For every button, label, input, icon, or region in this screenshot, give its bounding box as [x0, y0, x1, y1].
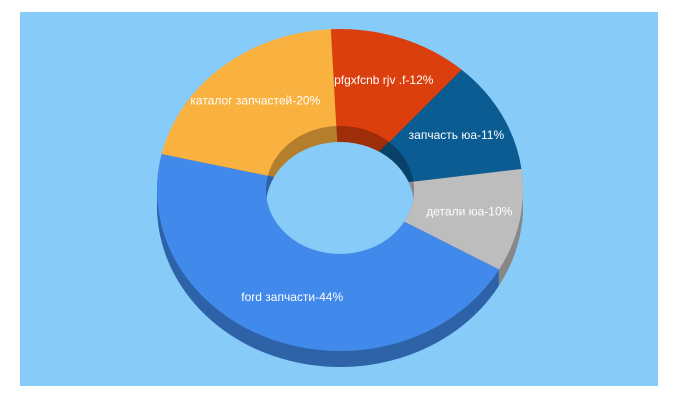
slice-label: запчасть юа-11%	[409, 128, 505, 142]
labels: pfgxfcnb rjv .f-12% запчасть юа-11% детали…	[190, 73, 512, 304]
slice	[330, 29, 462, 143]
donut-hole	[266, 126, 414, 254]
hole-floor	[266, 142, 414, 254]
slice-label: каталог запчастей-20%	[190, 93, 320, 107]
slice-inner-wall	[266, 126, 340, 190]
slice-label: ford запчасти-44%	[241, 290, 343, 304]
slice-label: pfgxfcnb rjv .f-12%	[334, 73, 434, 87]
slice	[157, 154, 500, 352]
slice-label: детали юа-10%	[426, 204, 512, 218]
donut-top	[157, 29, 523, 352]
slice	[389, 69, 522, 182]
slice	[404, 168, 523, 270]
slice	[161, 29, 337, 176]
